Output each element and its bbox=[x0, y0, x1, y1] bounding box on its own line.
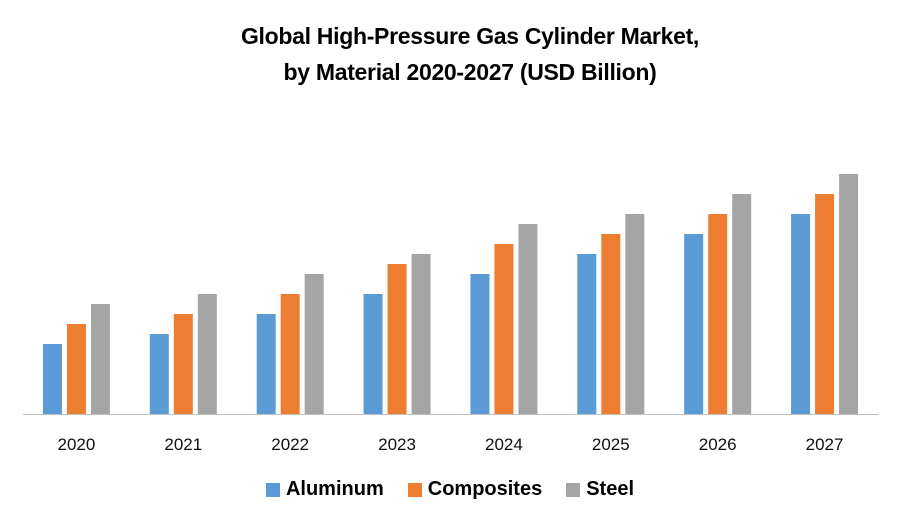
bar-composites-2027 bbox=[815, 194, 835, 414]
legend-swatch-aluminum bbox=[265, 482, 280, 497]
bar-steel-2023 bbox=[411, 254, 431, 414]
bar-composites-2025 bbox=[601, 234, 621, 414]
legend-label-steel: Steel bbox=[586, 478, 635, 500]
bar-steel-2020 bbox=[90, 304, 110, 414]
chart-title-line-1: Global High-Pressure Gas Cylinder Market… bbox=[240, 23, 700, 49]
legend-item-aluminum[interactable]: Aluminum bbox=[265, 478, 384, 501]
x-tick-label: 2021 bbox=[164, 435, 202, 454]
legend-label-composites: Composites bbox=[427, 478, 543, 500]
bar-aluminum-2025 bbox=[577, 254, 597, 414]
x-tick-label: 2022 bbox=[271, 435, 309, 454]
bar-aluminum-2027 bbox=[791, 214, 811, 414]
legend-item-composites[interactable]: Composites bbox=[407, 478, 543, 501]
bar-composites-2023 bbox=[387, 264, 407, 414]
legend-label-aluminum: Aluminum bbox=[285, 478, 384, 500]
bar-steel-2021 bbox=[197, 294, 217, 414]
bar-aluminum-2021 bbox=[149, 334, 169, 414]
legend: Aluminum Composites Steel bbox=[0, 478, 900, 501]
chart-title-line-2: by Material 2020-2027 (USD Billion) bbox=[283, 59, 657, 85]
bars-group bbox=[42, 174, 859, 414]
bar-aluminum-2026 bbox=[684, 234, 704, 414]
bar-composites-2024 bbox=[494, 244, 514, 414]
legend-item-steel[interactable]: Steel bbox=[566, 478, 634, 501]
x-tick-label: 2026 bbox=[699, 435, 737, 454]
bar-steel-2022 bbox=[304, 274, 324, 414]
bar-composites-2021 bbox=[173, 314, 193, 414]
chart-title: Global High-Pressure Gas Cylinder Market… bbox=[20, 18, 900, 90]
x-tick-label: 2027 bbox=[806, 435, 844, 454]
legend-swatch-steel bbox=[566, 482, 581, 497]
bar-chart: 2020 2021 2022 2023 2024 2025 2026 2027 bbox=[23, 174, 878, 454]
bar-steel-2027 bbox=[839, 174, 859, 414]
bar-aluminum-2022 bbox=[256, 314, 276, 414]
bar-steel-2025 bbox=[625, 214, 645, 414]
bar-aluminum-2024 bbox=[470, 274, 490, 414]
bar-steel-2026 bbox=[732, 194, 752, 414]
bar-aluminum-2020 bbox=[42, 344, 62, 414]
x-tick-label: 2025 bbox=[592, 435, 630, 454]
x-tick-label: 2023 bbox=[378, 435, 416, 454]
legend-swatch-composites bbox=[407, 482, 422, 497]
bar-composites-2022 bbox=[280, 294, 300, 414]
x-tick-label: 2024 bbox=[485, 435, 523, 454]
x-tick-label: 2020 bbox=[58, 435, 96, 454]
bar-aluminum-2023 bbox=[363, 294, 383, 414]
x-tick-labels: 2020 2021 2022 2023 2024 2025 2026 2027 bbox=[58, 435, 844, 454]
bar-steel-2024 bbox=[518, 224, 538, 414]
bar-composites-2020 bbox=[66, 324, 86, 414]
bar-composites-2026 bbox=[708, 214, 728, 414]
